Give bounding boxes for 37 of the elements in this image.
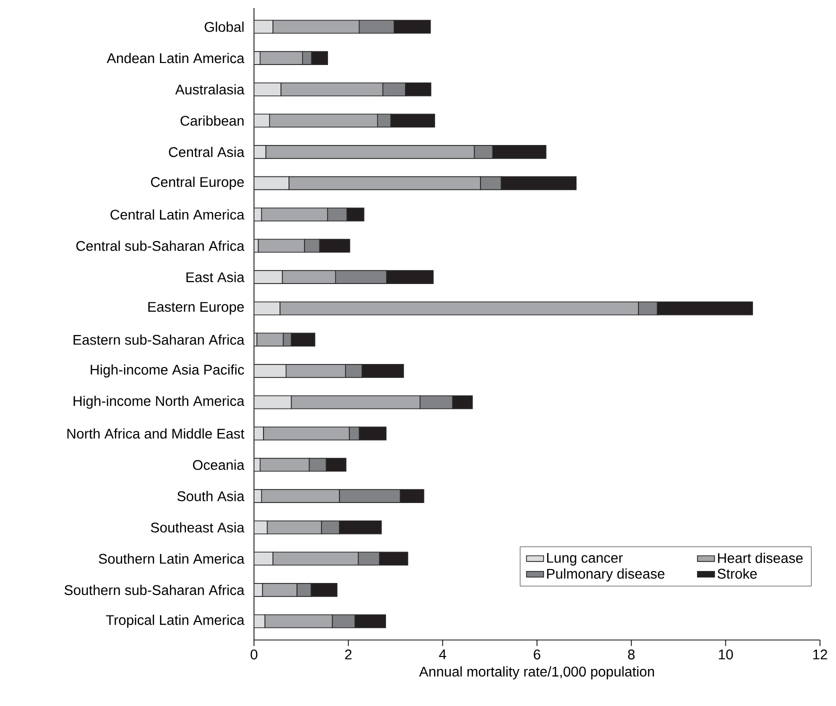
x-axis-title: Annual mortality rate/1,000 population (419, 666, 654, 680)
x-tick-label: 4 (439, 650, 446, 660)
y-tick-label: Central Latin America (110, 209, 244, 220)
x-tick-label: 2 (345, 650, 352, 660)
y-tick-label: Caribbean (180, 115, 244, 126)
y-tick-label: High-income Asia Pacific (90, 364, 244, 378)
y-tick-label: North Africa and Middle East (67, 428, 244, 439)
legend-label: Lung cancer (547, 553, 623, 566)
y-tick-label: Andean Latin America (106, 52, 244, 64)
y-tick-label: Central sub-Saharan Africa (76, 240, 244, 251)
bar (254, 82, 282, 96)
y-tick-label: Eastern sub-Saharan Africa (74, 334, 244, 345)
y-tick-label: South Asia (177, 490, 244, 502)
x-tick-label: 12 (813, 650, 828, 660)
y-tick-label: Southern sub-Saharan Africa (64, 584, 244, 596)
legend-label: Pulmonary disease (547, 568, 664, 582)
y-tick-label: Eastern Europe (148, 302, 244, 315)
legend-label: Heart disease (718, 552, 803, 564)
x-tick-label: 8 (628, 650, 635, 660)
y-tick-label: Central Europe (151, 176, 244, 190)
x-tick-label: 10 (718, 650, 733, 660)
bar (254, 20, 274, 34)
legend-label: Stroke (718, 568, 757, 579)
bar (254, 395, 292, 410)
y-tick-label: East Asia (186, 272, 244, 282)
y-tick-label: Oceania (192, 460, 244, 470)
y-tick-label: Southern Latin America (98, 554, 244, 564)
y-tick-label: Tropical Latin America (106, 614, 244, 628)
y-tick-label: Southeast Asia (150, 522, 244, 533)
y-tick-label: Global (204, 22, 244, 32)
bar (254, 270, 283, 284)
y-tick-label: High-income North America (74, 396, 244, 409)
y-tick-label: Central Asia (168, 146, 244, 158)
bar (254, 176, 290, 190)
x-tick-label: 0 (250, 650, 258, 660)
y-tick-label: Australasia (175, 84, 244, 94)
x-tick-label: 6 (534, 650, 540, 660)
